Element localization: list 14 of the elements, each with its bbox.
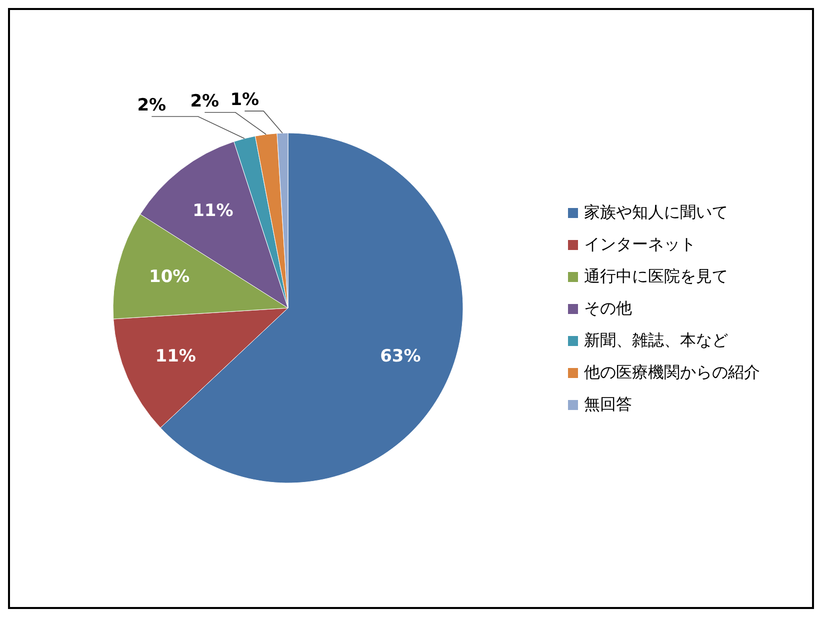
data-label: 2% <box>137 96 166 116</box>
data-label: 63% <box>380 346 421 366</box>
data-label: 11% <box>155 346 196 366</box>
data-label: 2% <box>190 91 220 112</box>
legend-label: その他 <box>584 298 632 318</box>
legend-label: 通行中に医院を見て <box>584 266 728 286</box>
legend-label: 新聞、雑誌、本など <box>584 330 728 350</box>
data-label: 11% <box>192 200 234 221</box>
legend-label: 無回答 <box>584 394 632 414</box>
legend-label: インターネット <box>584 234 696 254</box>
legend-label: 家族や知人に聞いて <box>584 202 728 222</box>
data-label: 1% <box>230 90 260 110</box>
legend-label: 他の医療機関からの紹介 <box>584 362 760 382</box>
data-label: 10% <box>148 267 190 288</box>
